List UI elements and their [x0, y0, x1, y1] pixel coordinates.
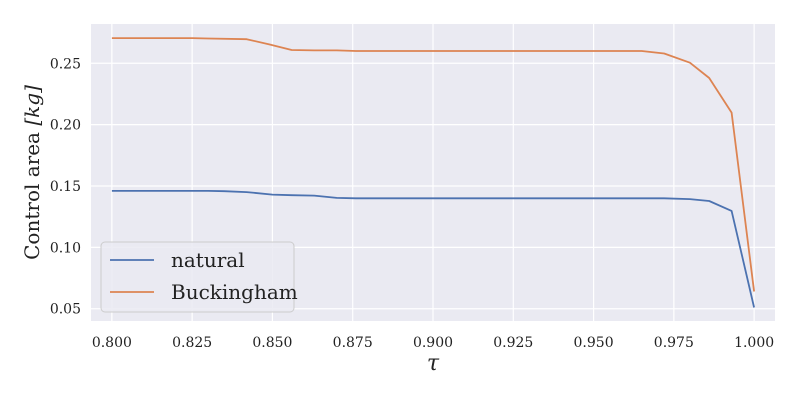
series-layer — [111, 37, 755, 308]
x-tick-label: 0.975 — [654, 335, 694, 351]
series-line-natural — [111, 189, 755, 308]
x-axis-ticks: 0.800 0.825 0.850 0.875 0.900 0.925 0.950 0.975… — [92, 335, 774, 351]
x-tick-label: 0.950 — [574, 335, 614, 351]
x-tick-label: 0.925 — [493, 335, 533, 351]
x-axis-label: τ — [427, 351, 440, 376]
series-line-buckingham — [111, 37, 755, 292]
x-tick-label: 0.875 — [333, 335, 373, 351]
y-tick-label: 0.25 — [50, 56, 81, 72]
y-axis-label-text: Control area — [20, 126, 44, 260]
x-tick-label: 1.000 — [734, 335, 774, 351]
legend-label: Buckingham — [171, 280, 298, 304]
legend-label: natural — [171, 248, 245, 272]
y-tick-label: 0.15 — [50, 179, 81, 195]
y-axis-label: Control area [kg] — [20, 85, 44, 260]
x-tick-label: 0.900 — [413, 335, 453, 351]
y-tick-label: 0.20 — [50, 118, 81, 134]
x-tick-label: 0.800 — [92, 335, 132, 351]
y-axis-label-unit: [kg] — [20, 85, 44, 126]
x-tick-label: 0.825 — [172, 335, 212, 351]
y-tick-label: 0.10 — [50, 240, 81, 256]
x-tick-label: 0.850 — [252, 335, 292, 351]
y-axis-ticks: 0.05 0.10 0.15 0.20 0.25 — [50, 56, 81, 317]
y-tick-label: 0.05 — [50, 302, 81, 318]
legend: natural Buckingham — [100, 241, 298, 313]
